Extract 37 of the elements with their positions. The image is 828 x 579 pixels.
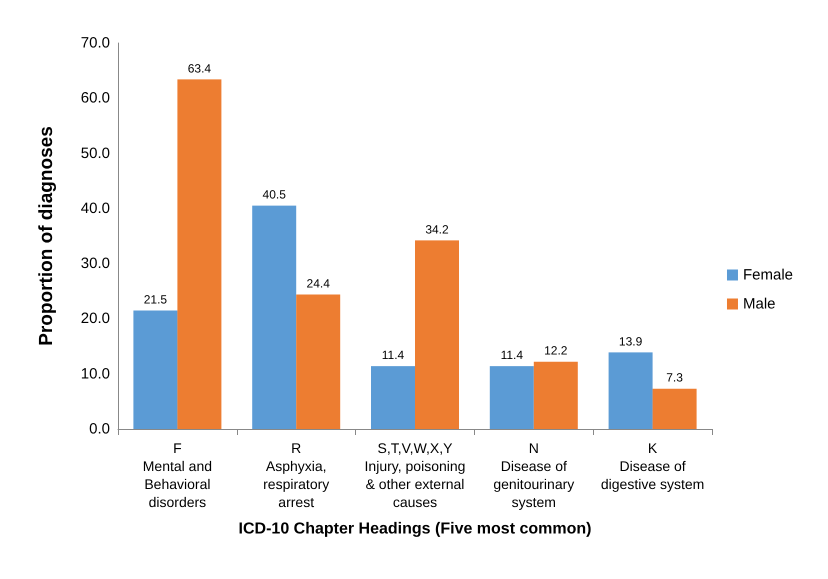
data-label: 40.5: [262, 188, 286, 202]
data-label: 13.9: [618, 334, 643, 348]
bar: [296, 294, 340, 429]
y-tick-label: 0.0: [89, 420, 110, 438]
y-tick-label: 20.0: [80, 310, 110, 328]
data-label: 21.5: [144, 292, 168, 306]
x-axis-title: ICD-10 Chapter Headings (Five most common): [238, 520, 592, 538]
data-label: 12.2: [544, 344, 568, 358]
y-tick-label: 10.0: [80, 365, 110, 382]
y-tick-label: 70.0: [80, 34, 110, 52]
data-label: 11.4: [500, 348, 524, 362]
y-axis-title: Proportion of diagnoses: [36, 126, 57, 346]
x-tick-label: R Asphyxia, respiratory arrest: [263, 440, 330, 510]
data-label: 34.2: [425, 222, 449, 236]
y-tick-label: 50.0: [80, 144, 110, 162]
bar: [415, 240, 459, 429]
bar: [252, 206, 296, 429]
data-label: 63.4: [188, 61, 212, 76]
legend-label: Female: [742, 266, 794, 284]
data-label: 24.4: [306, 276, 330, 290]
bar: [133, 310, 178, 429]
y-tick-label: 40.0: [80, 200, 110, 217]
y-tick-label: 60.0: [80, 90, 110, 107]
data-label: 11.4: [382, 348, 405, 362]
bar: [490, 366, 534, 429]
bar: [177, 79, 222, 429]
x-tick-label: K Disease of digestive system: [600, 440, 704, 492]
x-tick-label: N Disease of genitourinary system: [493, 440, 574, 510]
bar: [371, 366, 415, 429]
legend-label: Male: [742, 296, 776, 312]
bar: [652, 388, 697, 429]
bar: [608, 352, 653, 429]
bar: [534, 362, 578, 429]
data-label: 7.3: [666, 370, 684, 385]
y-tick-label: 30.0: [80, 255, 110, 272]
x-tick-label: F Mental and Behavioral disorders: [142, 440, 212, 510]
x-tick-label: S,T,V,W,X,Y Injury, poisoning & other external causes: [364, 440, 466, 510]
